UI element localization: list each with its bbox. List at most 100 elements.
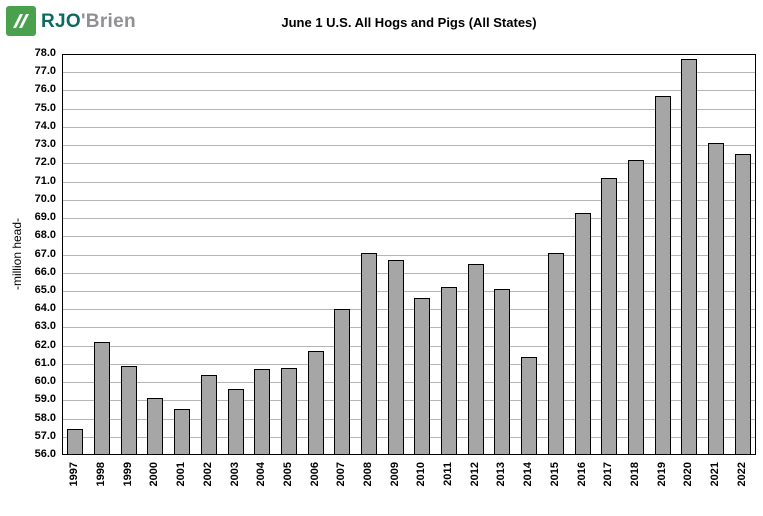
- gridline: [63, 199, 755, 201]
- gridline: [63, 90, 755, 92]
- bar-2013: [494, 289, 511, 455]
- gridline: [63, 108, 755, 110]
- y-tick-label: 61.0: [34, 356, 56, 369]
- bar-2017: [601, 177, 618, 455]
- bar-2006: [307, 351, 324, 455]
- gridline: [63, 163, 755, 165]
- gridline: [63, 181, 755, 183]
- y-tick-label: 68.0: [34, 229, 56, 242]
- bar-1998: [94, 341, 111, 455]
- bar-2008: [360, 252, 377, 455]
- gridline: [63, 436, 755, 438]
- y-tick-label: 58.0: [34, 411, 56, 424]
- y-tick-label: 78.0: [34, 47, 56, 59]
- x-tick-label: 2017: [602, 462, 615, 487]
- x-tick-label: 2010: [415, 462, 428, 487]
- x-tick-label: 2001: [175, 462, 188, 487]
- bar-2000: [147, 398, 164, 455]
- x-tick-label: 2007: [335, 462, 348, 487]
- y-tick-label: 63.0: [34, 320, 56, 333]
- gridline: [63, 345, 755, 347]
- y-tick-label: 70.0: [34, 192, 56, 205]
- bar-2014: [521, 356, 538, 455]
- y-tick-label: 65.0: [34, 283, 56, 296]
- x-tick-label: 2009: [388, 462, 401, 487]
- y-tick-label: 77.0: [34, 65, 56, 78]
- y-tick-label: 75.0: [34, 101, 56, 114]
- x-tick-label: 2021: [708, 462, 721, 487]
- gridline: [63, 327, 755, 329]
- y-tick-label: 76.0: [34, 83, 56, 96]
- bar-2003: [227, 389, 244, 455]
- bar-2010: [414, 298, 431, 455]
- bar-2007: [334, 309, 351, 455]
- gridline: [63, 145, 755, 147]
- x-tick-label: 2014: [522, 462, 535, 487]
- x-tick-label: 2004: [255, 462, 268, 487]
- bar-2021: [707, 143, 724, 455]
- gridline: [63, 309, 755, 311]
- bar-2001: [174, 409, 191, 455]
- bar-2022: [734, 154, 751, 455]
- gridline: [63, 382, 755, 384]
- logo-apostrophe: ': [80, 10, 86, 32]
- x-tick-label: 1997: [68, 462, 81, 487]
- x-tick-label: 2006: [308, 462, 321, 487]
- x-tick-label: 2013: [495, 462, 508, 487]
- x-tick-label: 2015: [548, 462, 561, 487]
- x-tick-label: 2020: [682, 462, 695, 487]
- bar-2019: [654, 95, 671, 455]
- y-tick-label: 67.0: [34, 247, 56, 260]
- bar-2005: [280, 367, 297, 455]
- y-tick-label: 66.0: [34, 265, 56, 278]
- bar-1999: [120, 365, 137, 455]
- x-tick-label: 2005: [281, 462, 294, 487]
- chart-title: June 1 U.S. All Hogs and Pigs (All State…: [281, 15, 537, 30]
- x-tick-label: 1999: [121, 462, 134, 487]
- y-tick-label: 74.0: [34, 119, 56, 132]
- bar-2020: [681, 59, 698, 455]
- y-tick-label: 71.0: [34, 174, 56, 187]
- logo-text: RJO'Brien: [41, 12, 136, 31]
- gridline: [63, 72, 755, 74]
- x-tick-label: 1998: [95, 462, 108, 487]
- y-tick-label: 69.0: [34, 211, 56, 224]
- bar-2002: [200, 374, 217, 455]
- rjo-brien-logo: RJO'Brien: [6, 6, 136, 36]
- x-tick-label: 2002: [201, 462, 214, 487]
- rjo-green-square-icon: [6, 6, 36, 36]
- gridline: [63, 418, 755, 420]
- gridline: [63, 363, 755, 365]
- x-tick-label: 2018: [628, 462, 641, 487]
- bar-2016: [574, 212, 591, 455]
- bar-2011: [441, 287, 458, 455]
- y-tick-label: 57.0: [34, 429, 56, 442]
- y-tick-label: 59.0: [34, 393, 56, 406]
- x-tick-label: 2022: [735, 462, 748, 487]
- plot-area: [62, 54, 756, 455]
- x-tick-label: 2011: [442, 462, 455, 486]
- bar-2004: [254, 369, 271, 455]
- gridline: [63, 400, 755, 402]
- gridline: [63, 126, 755, 128]
- gridline: [63, 254, 755, 256]
- logo-text-brien: Brien: [85, 10, 136, 32]
- bar-1997: [67, 429, 84, 455]
- gridline: [63, 290, 755, 292]
- y-tick-label: 64.0: [34, 302, 56, 315]
- logo-text-rjo: RJO: [41, 10, 81, 32]
- y-tick-label: 56.0: [34, 448, 56, 460]
- gridline: [63, 236, 755, 238]
- y-tick-label: 72.0: [34, 156, 56, 169]
- y-tick-label: 73.0: [34, 138, 56, 151]
- y-tick-label: 62.0: [34, 338, 56, 351]
- bar-2012: [467, 263, 484, 455]
- x-tick-label: 2003: [228, 462, 241, 487]
- x-tick-label: 2016: [575, 462, 588, 487]
- x-tick-label: 2012: [468, 462, 481, 487]
- x-tick-label: 2019: [655, 462, 668, 487]
- bar-2009: [387, 259, 404, 455]
- gridline: [63, 218, 755, 220]
- x-tick-label: 2000: [148, 462, 161, 487]
